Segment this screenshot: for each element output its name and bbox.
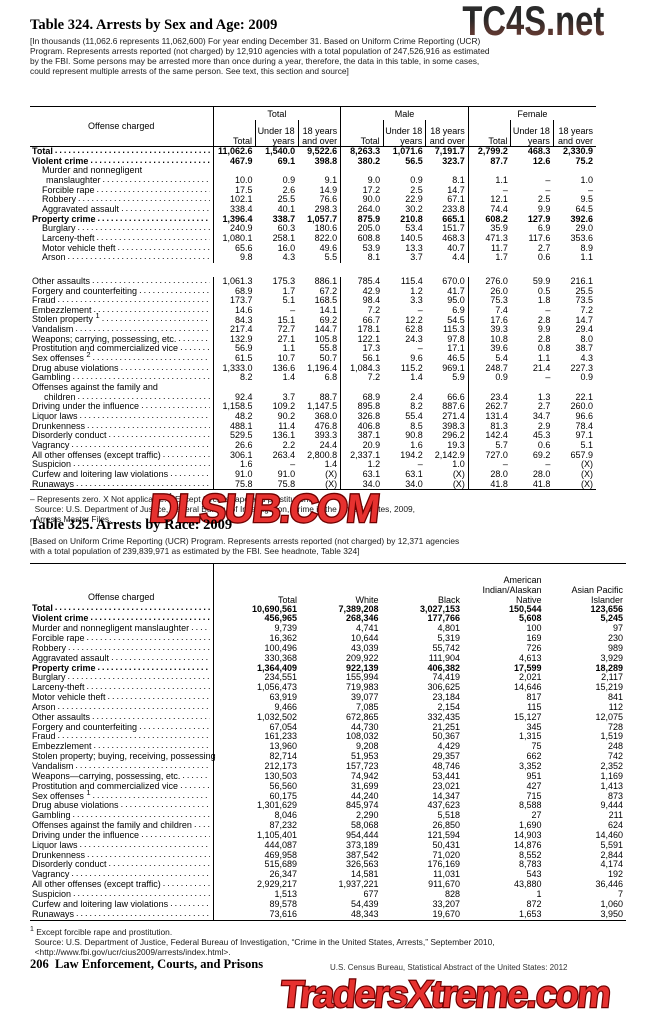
svg-text:TradersXtreme.com: TradersXtreme.com [279,974,612,1016]
